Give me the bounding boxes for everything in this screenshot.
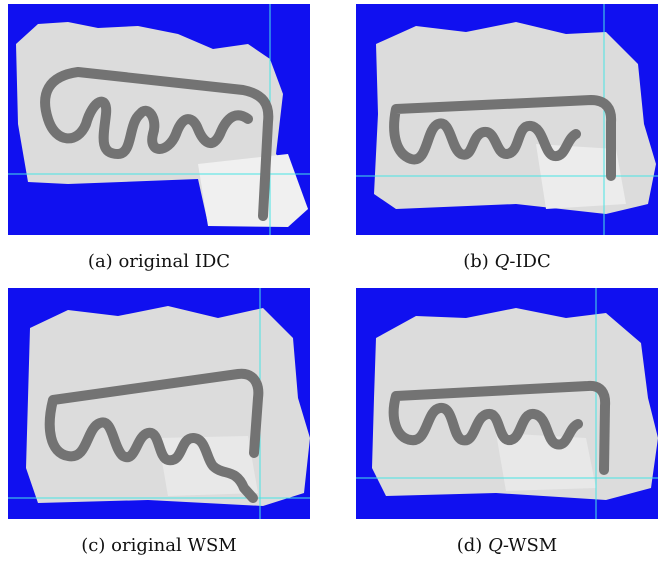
caption-method: WSM <box>187 535 237 556</box>
caption-label: (c) <box>81 535 106 556</box>
caption-prefix: original <box>111 535 182 556</box>
trajectory <box>44 368 264 503</box>
scan-map-b <box>356 4 658 235</box>
caption-label: (d) <box>456 535 483 556</box>
caption-method: WSM <box>507 535 558 556</box>
scan-map-a <box>8 4 310 235</box>
caption-label: (a) <box>87 251 113 272</box>
caption-prefix: original <box>118 251 189 272</box>
caption-d: (d) Q-WSM <box>456 535 558 556</box>
caption-b: (b) Q-IDC <box>463 251 551 272</box>
caption-prefix: Q <box>488 535 503 556</box>
caption-label: (b) <box>463 251 489 272</box>
caption-c: (c) original WSM <box>0 535 324 556</box>
caption-method: IDC <box>515 251 551 272</box>
map-panel-c <box>8 288 310 519</box>
map-panel-a <box>8 4 310 235</box>
caption-method: IDC <box>194 251 231 272</box>
caption-prefix: Q <box>494 251 510 272</box>
scan-map-c <box>8 288 310 519</box>
caption-a: (a) original IDC <box>0 251 324 272</box>
map-panel-b <box>356 4 658 235</box>
trajectory <box>389 95 617 181</box>
scan-map-d <box>356 288 658 519</box>
map-panel-d <box>356 288 658 519</box>
trajectory <box>40 67 274 221</box>
trajectory <box>388 380 611 475</box>
